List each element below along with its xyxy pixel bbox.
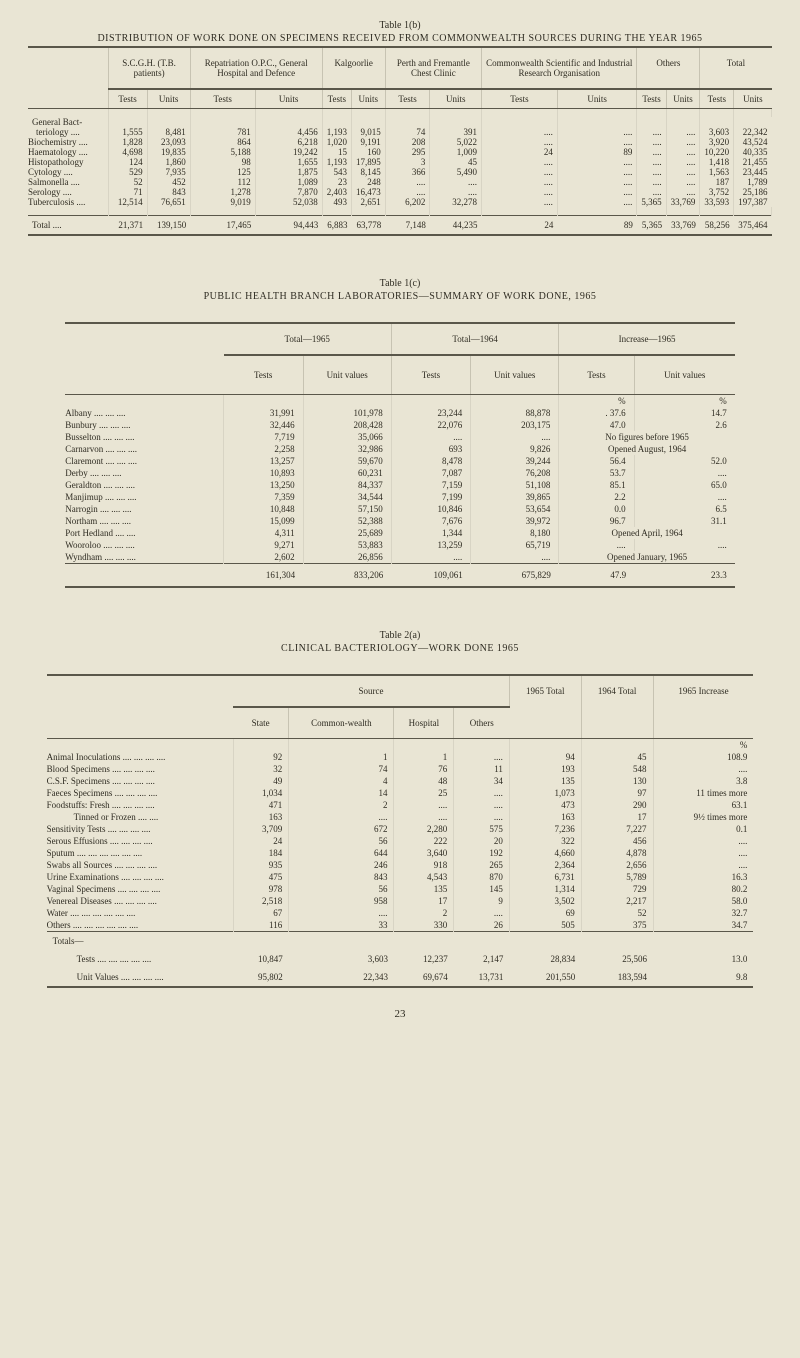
table-row-label: Histopathology <box>28 157 108 167</box>
table-row-label: Port Hedland .... .... <box>65 527 224 539</box>
table-row-label: Foodstuffs: Fresh .... .... .... .... <box>47 799 234 811</box>
table-row-label: Venereal Diseases .... .... .... .... <box>47 895 234 907</box>
table-row-label: Others .... .... .... .... .... .... <box>47 919 234 932</box>
table-row-label: Biochemistry .... <box>28 137 108 147</box>
table-row-label: Serology .... <box>28 187 108 197</box>
t1-sub-u: Units <box>147 89 190 109</box>
table-row-label: Sputum .... .... .... .... .... .... <box>47 847 234 859</box>
t1-sub-t: Tests <box>108 89 147 109</box>
table-row-label: Water .... .... .... .... .... .... <box>47 907 234 919</box>
table-row-label: Manjimup .... .... .... <box>65 491 224 503</box>
table-row-label: Serous Effusions .... .... .... .... <box>47 835 234 847</box>
table-row-label: Swabs all Sources .... .... .... .... <box>47 859 234 871</box>
table-row-label: Albany .... .... .... <box>65 407 224 419</box>
table3-caption-a: Table 2(a) <box>28 630 772 641</box>
table-row-label: Faeces Specimens .... .... .... .... <box>47 787 234 799</box>
t2-th-1: Total—1965 <box>224 323 392 355</box>
t3-uv-label: Unit Values .... .... .... .... <box>47 968 234 987</box>
table-row-label: Wooroloo .... .... .... <box>65 539 224 551</box>
table-row-label: teriology .... <box>28 127 108 137</box>
table2-caption-a: Table 1(c) <box>28 278 772 289</box>
table1-caption-b: DISTRIBUTION OF WORK DONE ON SPECIMENS R… <box>28 33 772 44</box>
t1-gh-1: S.C.G.H. (T.B. patients) <box>108 47 190 89</box>
t3-source-hdr: Source <box>233 675 509 707</box>
table-row-label: Bunbury .... .... .... <box>65 419 224 431</box>
table-row-label: Haematology .... <box>28 147 108 157</box>
t2-th-2: Total—1964 <box>391 323 559 355</box>
table-row-label: Claremont .... .... .... <box>65 455 224 467</box>
table-row-label: Busselton .... .... .... <box>65 431 224 443</box>
table2-caption-b: PUBLIC HEALTH BRANCH LABORATORIES—SUMMAR… <box>28 291 772 302</box>
table-row-label: Blood Specimens .... .... .... .... <box>47 763 234 775</box>
t1-gh-5: Commonwealth Scientific and Industrial R… <box>482 47 637 89</box>
table-row-label: Northam .... .... .... <box>65 515 224 527</box>
table3-caption-b: CLINICAL BACTERIOLOGY—WORK DONE 1965 <box>28 643 772 654</box>
table-row-label: Tuberculosis .... <box>28 197 108 207</box>
table1: S.C.G.H. (T.B. patients) Repatriation O.… <box>28 46 772 236</box>
table-row-label: Narrogin .... .... .... <box>65 503 224 515</box>
t3-tests-label: Tests .... .... .... .... .... <box>47 950 234 968</box>
table-row-label: Vaginal Specimens .... .... .... .... <box>47 883 234 895</box>
table-row-label: Derby .... .... .... <box>65 467 224 479</box>
page-number: 23 <box>28 1008 772 1020</box>
t2-th-3: Increase—1965 <box>559 323 735 355</box>
table3: Source 1965 Total 1964 Total 1965 Increa… <box>47 674 754 988</box>
table-row-label: Tinned or Frozen .... .... <box>47 811 234 823</box>
table-row-label: Sensitivity Tests .... .... .... .... <box>47 823 234 835</box>
t1-gh-3: Kalgoorlie <box>322 47 385 89</box>
table-row-label: Animal Inoculations .... .... .... .... <box>47 751 234 763</box>
table-row-label: Salmonella .... <box>28 177 108 187</box>
table1-caption-a: Table 1(b) <box>28 20 772 31</box>
table-row-label: Wyndham .... .... .... <box>65 551 224 564</box>
table-row-label: C.S.F. Specimens .... .... .... .... <box>47 775 234 787</box>
t1-total-label: Total .... <box>28 216 108 236</box>
t1-gh-4: Perth and Fremantle Chest Clinic <box>385 47 481 89</box>
table-row-label: Cytology .... <box>28 167 108 177</box>
table-row-label: Urine Examinations .... .... .... .... <box>47 871 234 883</box>
t1-rows-hdr: General Bact- <box>28 117 108 127</box>
t1-gh-7: Total <box>700 47 772 89</box>
t1-gh-2: Repatriation O.P.C., General Hospital an… <box>190 47 322 89</box>
t1-gh-6: Others <box>637 47 700 89</box>
table2: Total—1965 Total—1964 Increase—1965 Test… <box>65 322 735 588</box>
table-row-label: Geraldton .... .... .... <box>65 479 224 491</box>
t3-totals-hdr: Totals— <box>47 932 234 951</box>
table-row-label: Carnarvon .... .... .... <box>65 443 224 455</box>
